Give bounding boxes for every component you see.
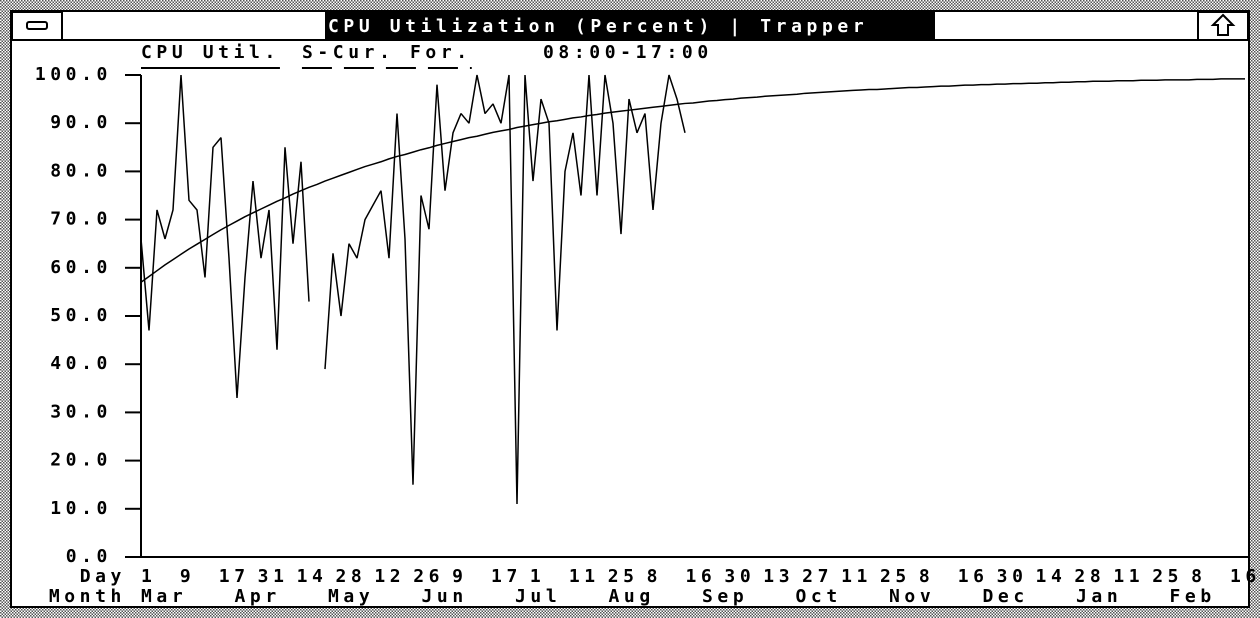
y-tick-label: 60.0 bbox=[50, 257, 112, 278]
y-tick-label: 30.0 bbox=[50, 401, 112, 422]
day-label: 30 bbox=[997, 566, 1028, 587]
y-tick-label: 40.0 bbox=[50, 353, 112, 374]
maximize-button[interactable] bbox=[1197, 11, 1249, 41]
month-label: Jan bbox=[1076, 586, 1122, 607]
day-label: 25 bbox=[608, 566, 639, 587]
day-label: 30 bbox=[724, 566, 755, 587]
day-label: 1 bbox=[141, 566, 156, 587]
menu-icon[interactable] bbox=[26, 21, 48, 30]
day-label: 26 bbox=[413, 566, 444, 587]
month-label: Oct bbox=[796, 586, 842, 607]
x-row-label: Month bbox=[49, 586, 126, 607]
day-label: 9 bbox=[452, 566, 467, 587]
y-tick-label: 0.0 bbox=[66, 546, 112, 567]
series-line bbox=[140, 74, 686, 504]
month-label: Aug bbox=[609, 586, 655, 607]
y-tick-label: 90.0 bbox=[50, 112, 112, 133]
day-label: 16 bbox=[1230, 566, 1260, 587]
day-label: 11 bbox=[569, 566, 600, 587]
day-label: 11 bbox=[841, 566, 872, 587]
y-tick-label: 80.0 bbox=[50, 160, 112, 181]
day-label: 28 bbox=[335, 566, 366, 587]
day-label: 14 bbox=[1036, 566, 1067, 587]
month-label: Mar bbox=[141, 586, 187, 607]
day-label: 12 bbox=[374, 566, 405, 587]
day-label: 31 bbox=[258, 566, 289, 587]
y-tick-label: 100.0 bbox=[35, 64, 112, 85]
menu-button[interactable] bbox=[11, 11, 63, 41]
legend-label: S-Cur. For. bbox=[302, 42, 472, 63]
y-tick-label: 70.0 bbox=[50, 209, 112, 230]
day-label: 27 bbox=[802, 566, 833, 587]
month-label: Apr bbox=[235, 586, 281, 607]
day-label: 13 bbox=[763, 566, 794, 587]
day-label: 17 bbox=[491, 566, 522, 587]
day-label: 25 bbox=[1152, 566, 1183, 587]
up-arrow-icon[interactable] bbox=[1210, 13, 1236, 36]
legend-label: CPU Util. bbox=[141, 42, 280, 63]
day-label: 11 bbox=[1113, 566, 1144, 587]
title-background bbox=[325, 12, 935, 40]
day-label: 16 bbox=[686, 566, 717, 587]
month-label: Dec bbox=[983, 586, 1029, 607]
day-label: 28 bbox=[1074, 566, 1105, 587]
y-tick-label: 20.0 bbox=[50, 450, 112, 471]
day-label: 1 bbox=[530, 566, 545, 587]
x-row-label: Day bbox=[80, 566, 126, 587]
series-line bbox=[140, 78, 1245, 283]
y-tick-label: 10.0 bbox=[50, 498, 112, 519]
day-label: 16 bbox=[958, 566, 989, 587]
y-tick-label: 50.0 bbox=[50, 305, 112, 326]
month-label: Jun bbox=[422, 586, 468, 607]
month-label: Feb bbox=[1170, 586, 1216, 607]
day-label: 9 bbox=[180, 566, 195, 587]
month-label: Jul bbox=[515, 586, 561, 607]
day-label: 8 bbox=[919, 566, 934, 587]
day-label: 14 bbox=[297, 566, 328, 587]
month-label: May bbox=[328, 586, 374, 607]
month-label: Sep bbox=[702, 586, 748, 607]
day-label: 8 bbox=[1191, 566, 1206, 587]
day-label: 25 bbox=[880, 566, 911, 587]
day-label: 17 bbox=[219, 566, 250, 587]
day-label: 8 bbox=[647, 566, 662, 587]
window-title: CPU Utilization (Percent) | Trapper bbox=[328, 16, 868, 37]
month-label: Nov bbox=[889, 586, 935, 607]
subtitle: 08:00-17:00 bbox=[543, 42, 713, 63]
